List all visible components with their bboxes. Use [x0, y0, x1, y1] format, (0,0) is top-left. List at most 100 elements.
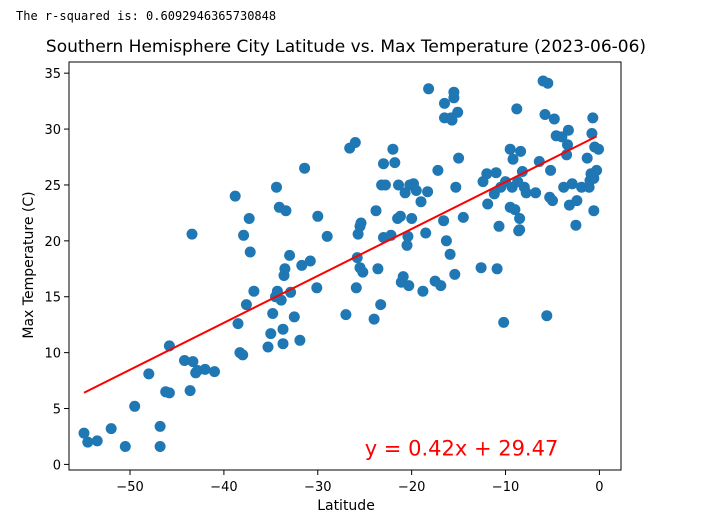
chart-title: Southern Hemisphere City Latitude vs. Ma… — [46, 37, 646, 57]
y-tick-label: 25 — [44, 179, 61, 194]
y-tick-label: 0 — [53, 458, 61, 473]
y-tick-label: 10 — [44, 347, 61, 362]
data-point-2 — [91, 435, 103, 447]
data-point-102 — [448, 86, 460, 98]
data-point-100 — [446, 114, 458, 126]
data-point-92 — [432, 164, 444, 176]
plot-area-frame — [68, 61, 622, 471]
data-point-40 — [279, 263, 291, 275]
data-point-19 — [186, 228, 198, 240]
data-point-94 — [438, 215, 450, 227]
x-axis-label: Latitude — [317, 498, 375, 514]
data-point-77 — [397, 271, 409, 283]
data-point-5 — [129, 400, 141, 412]
data-point-14 — [187, 356, 199, 368]
data-point-3 — [105, 423, 117, 435]
data-point-75 — [394, 210, 406, 222]
data-point-63 — [370, 205, 382, 217]
data-point-145 — [558, 181, 570, 193]
data-point-103 — [449, 268, 461, 280]
y-axis: 0 5 10 15 20 25 30 35 — [44, 67, 69, 473]
data-point-122 — [507, 153, 519, 165]
data-point-42 — [284, 249, 296, 261]
data-point-93 — [435, 280, 447, 292]
data-point-12 — [179, 355, 190, 366]
data-point-25 — [240, 299, 252, 311]
data-point-79 — [401, 239, 413, 251]
data-point-107 — [457, 211, 469, 223]
data-point-7 — [154, 441, 166, 452]
data-point-151 — [570, 219, 582, 231]
data-point-61 — [357, 266, 369, 278]
data-point-150 — [566, 178, 578, 190]
data-point-132 — [520, 187, 532, 199]
data-point-110 — [481, 168, 493, 180]
data-point-13 — [184, 385, 196, 397]
data-point-111 — [482, 198, 494, 210]
data-point-72 — [389, 157, 401, 169]
data-point-86 — [415, 196, 427, 208]
data-point-71 — [387, 143, 399, 155]
data-point-20 — [229, 190, 241, 202]
data-point-47 — [299, 162, 311, 174]
data-point-65 — [375, 299, 387, 311]
data-point-152 — [571, 195, 583, 207]
data-point-37 — [277, 323, 289, 335]
data-point-133 — [530, 187, 542, 199]
data-point-140 — [545, 164, 557, 176]
data-point-23 — [237, 349, 249, 361]
data-point-31 — [267, 308, 279, 319]
data-point-64 — [372, 263, 384, 275]
data-point-51 — [321, 230, 333, 242]
data-point-114 — [491, 263, 503, 275]
regression-line — [83, 135, 598, 394]
data-point-29 — [262, 341, 274, 353]
data-point-105 — [452, 106, 464, 118]
x-tick-label: 0 — [595, 480, 603, 495]
x-tick-label: −10 — [492, 480, 519, 495]
data-point-27 — [244, 246, 256, 258]
data-point-46 — [296, 259, 308, 271]
data-point-89 — [422, 186, 434, 198]
data-point-80 — [402, 230, 414, 242]
data-point-97 — [440, 235, 452, 247]
data-point-154 — [581, 152, 593, 164]
points-layer — [78, 75, 604, 452]
data-point-62 — [368, 313, 380, 325]
data-point-6 — [143, 368, 155, 380]
data-point-36 — [275, 294, 287, 306]
data-point-85 — [410, 185, 422, 196]
data-point-88 — [420, 227, 432, 239]
data-point-159 — [587, 112, 599, 124]
y-tick-label: 20 — [44, 235, 61, 250]
data-point-158 — [586, 128, 598, 139]
data-point-10 — [163, 387, 175, 399]
data-point-69 — [379, 179, 391, 191]
data-point-127 — [514, 224, 526, 236]
data-point-108 — [475, 262, 487, 274]
data-point-74 — [393, 179, 404, 191]
x-axis: −50 −40 −30 −20 −10 0 — [116, 470, 604, 495]
data-point-160 — [588, 205, 600, 217]
y-axis-label: Max Temperature (C) — [21, 191, 37, 338]
data-point-34 — [271, 181, 282, 193]
data-point-41 — [280, 205, 292, 217]
data-point-106 — [453, 152, 465, 164]
data-point-21 — [232, 318, 244, 330]
data-point-120 — [504, 143, 516, 155]
data-point-44 — [288, 311, 300, 323]
data-point-54 — [349, 137, 361, 148]
y-tick-label: 5 — [53, 403, 61, 418]
y-tick-label: 35 — [44, 67, 61, 82]
x-tick-label: −40 — [210, 480, 237, 495]
data-point-137 — [541, 310, 553, 322]
data-point-163 — [591, 164, 603, 176]
data-point-24 — [238, 229, 250, 241]
data-point-138 — [542, 77, 554, 89]
data-point-50 — [312, 210, 324, 222]
data-point-148 — [562, 124, 574, 136]
data-point-81 — [403, 280, 415, 292]
data-point-52 — [340, 309, 352, 321]
data-point-83 — [406, 213, 418, 224]
data-point-141 — [547, 195, 558, 207]
